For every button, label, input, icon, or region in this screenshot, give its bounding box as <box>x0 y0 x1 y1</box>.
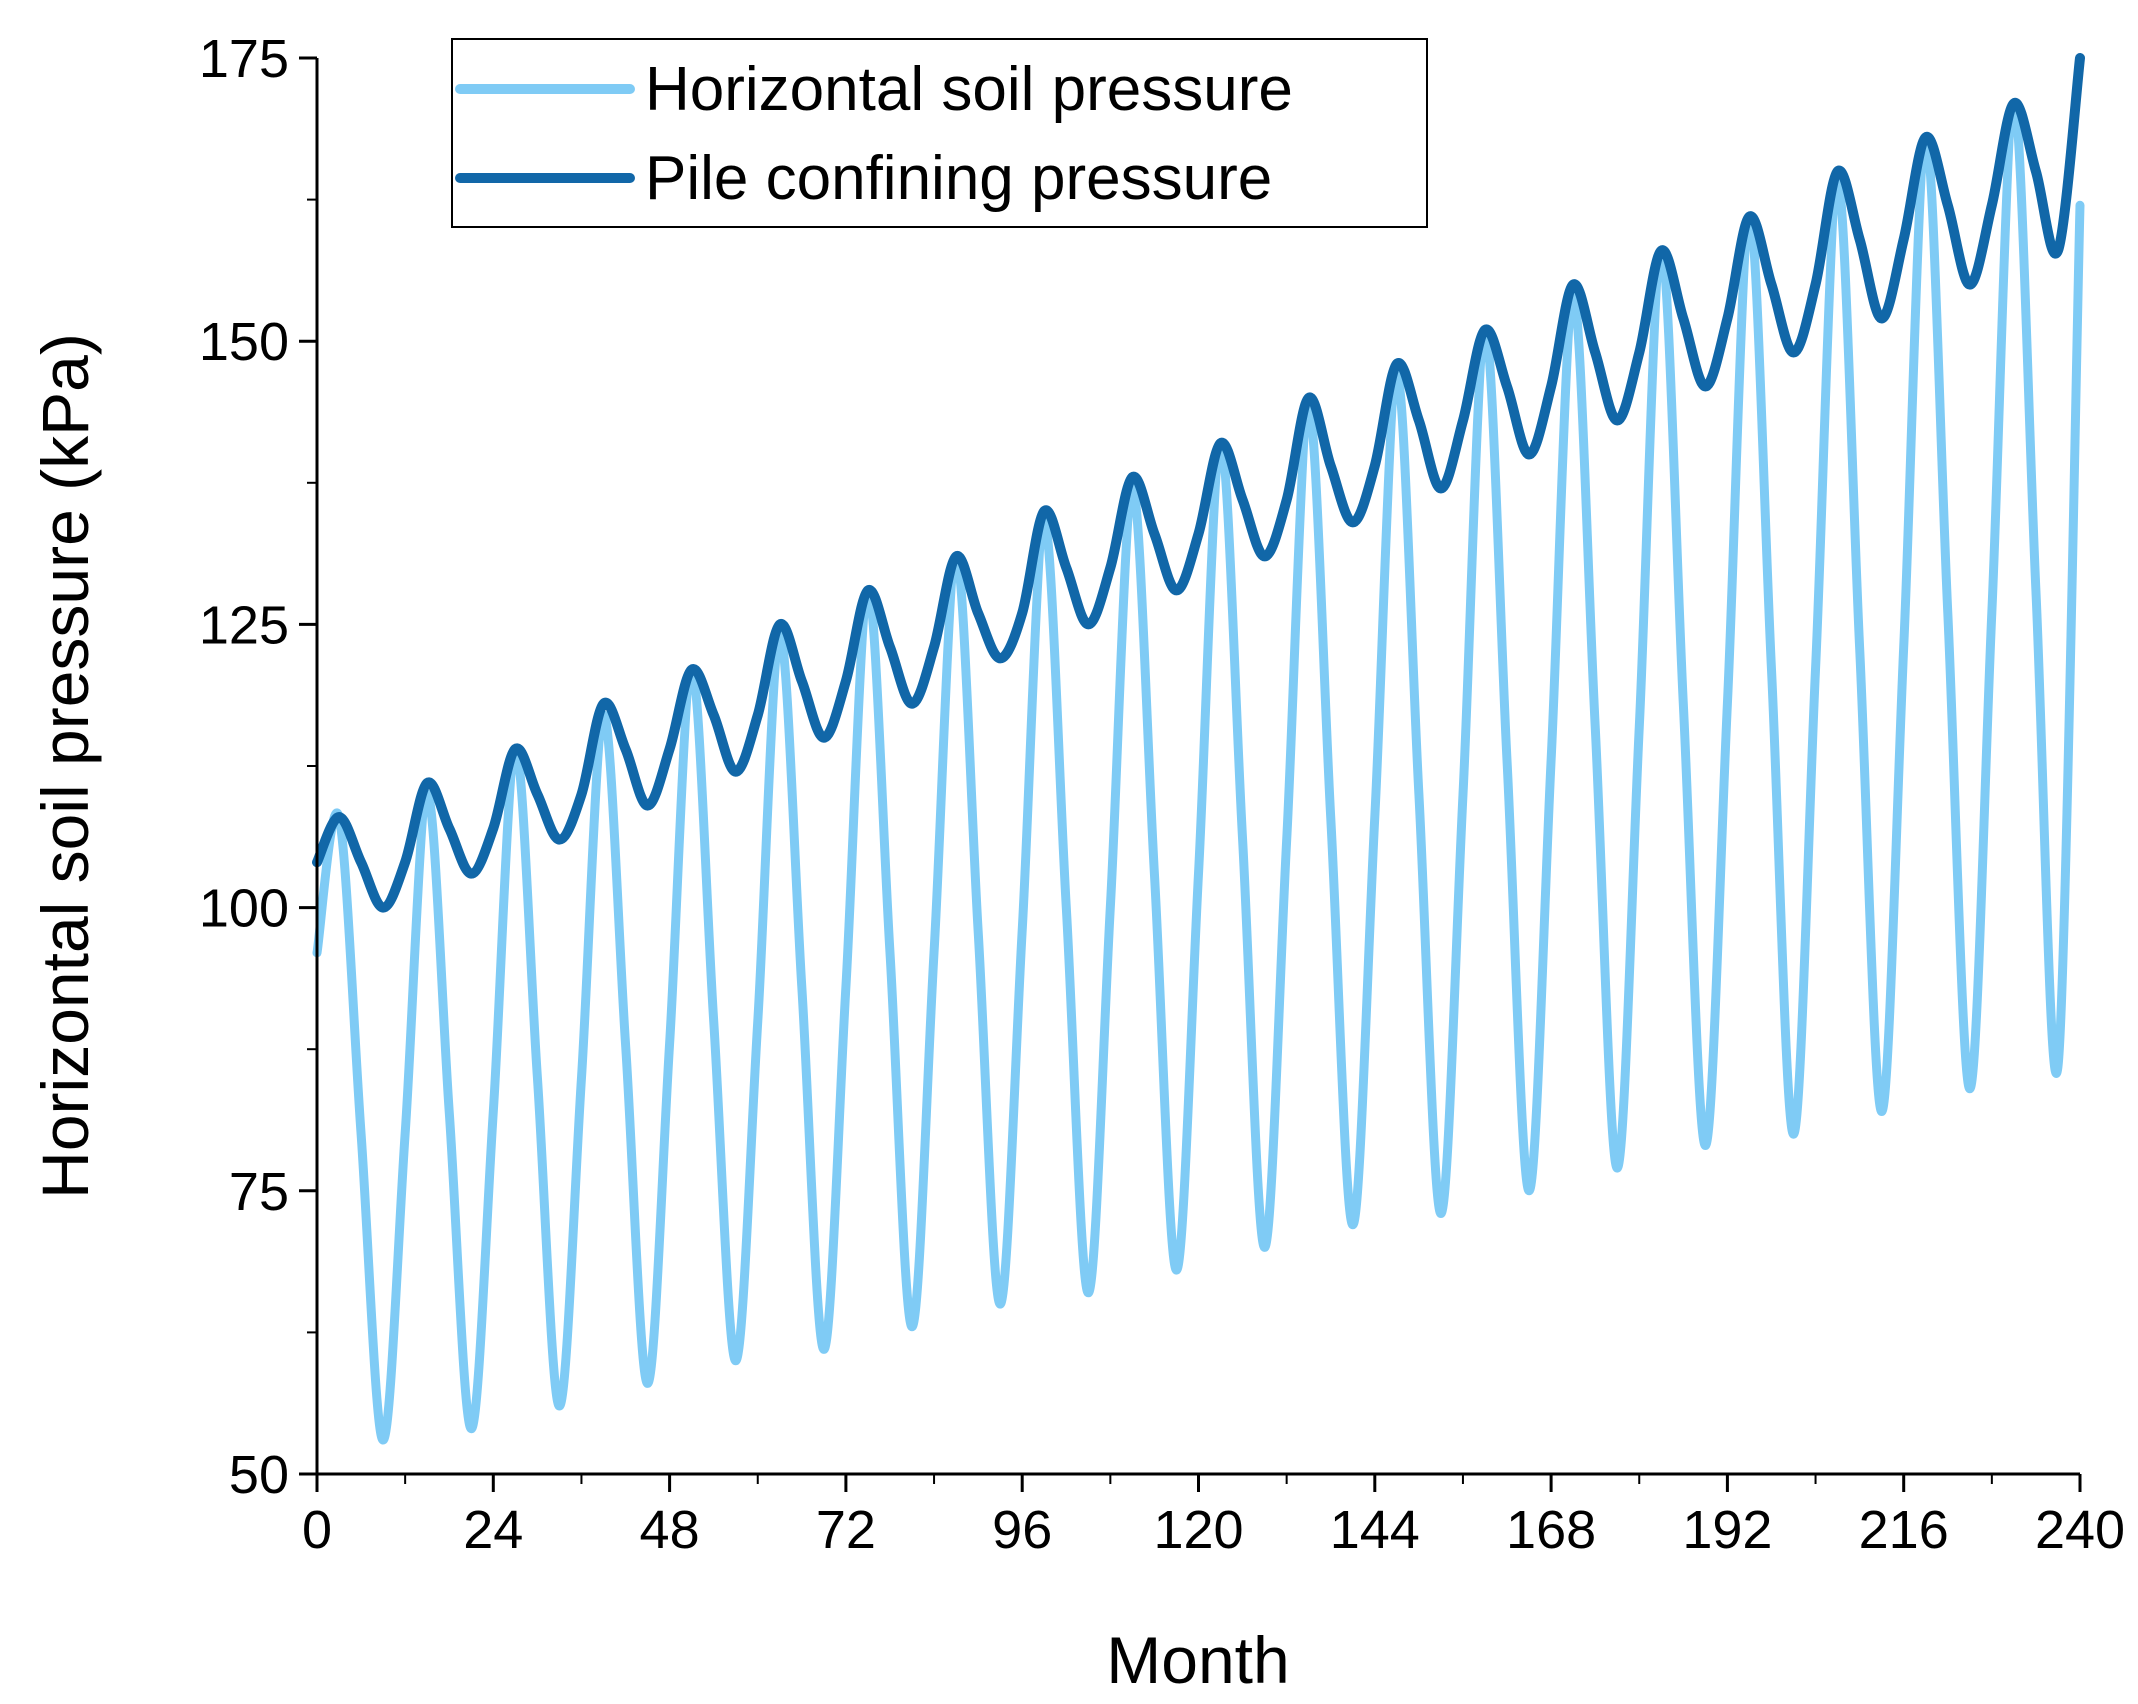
x-tick-label-144: 144 <box>1330 1500 1420 1560</box>
x-tick-label-168: 168 <box>1506 1500 1596 1560</box>
series-line-pile-confining-pressure <box>312 53 2085 913</box>
legend-label-pile-confining-pressure: Pile confining pressure <box>645 144 1272 213</box>
x-tick-label-96: 96 <box>992 1500 1052 1560</box>
x-tick-label-24: 24 <box>463 1500 523 1560</box>
x-tick-label-120: 120 <box>1153 1500 1243 1560</box>
x-tick-label-48: 48 <box>640 1500 700 1560</box>
y-tick-label-50: 50 <box>229 1445 289 1505</box>
x-axis-title: Month <box>1106 1623 1289 1697</box>
x-tick-label-240: 240 <box>2035 1500 2125 1560</box>
x-tick-label-192: 192 <box>1682 1500 1772 1560</box>
legend-box <box>451 38 1428 228</box>
series-line-horizontal-soil-pressure <box>312 98 2085 1445</box>
y-tick-label-125: 125 <box>199 595 289 655</box>
legend-label-horizontal-soil-pressure: Horizontal soil pressure <box>645 55 1293 124</box>
x-tick-label-0: 0 <box>302 1500 332 1560</box>
legend: Horizontal soil pressure Pile confining … <box>451 38 1428 228</box>
y-axis-title: Horizontal soil pressure (kPa) <box>28 333 102 1199</box>
x-tick-label-216: 216 <box>1859 1500 1949 1560</box>
x-tick-label-72: 72 <box>816 1500 876 1560</box>
series-layer <box>312 53 2085 1445</box>
y-tick-label-75: 75 <box>229 1162 289 1222</box>
y-tick-label-150: 150 <box>199 312 289 372</box>
y-tick-label-100: 100 <box>199 879 289 939</box>
ticks: 0 24 48 72 96 120 144 168 192 216 240 50 75 100 125 150… <box>199 29 2125 1560</box>
y-tick-label-175: 175 <box>199 29 289 89</box>
